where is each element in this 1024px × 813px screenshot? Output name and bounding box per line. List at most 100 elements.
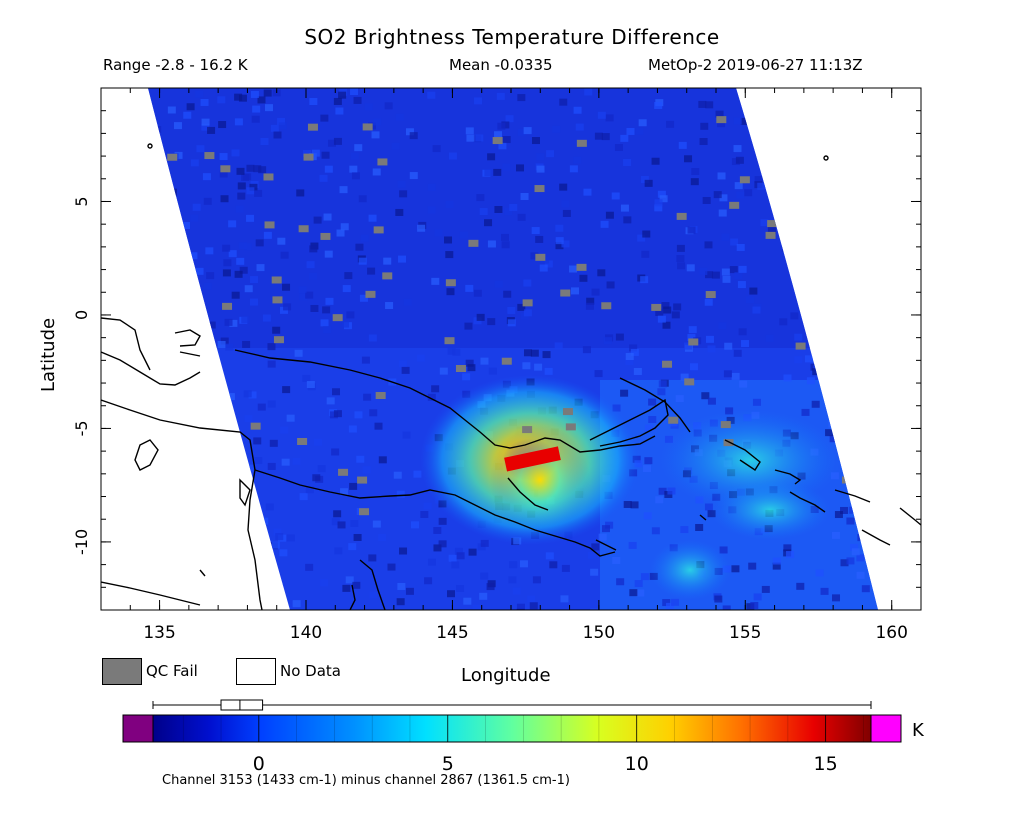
swath-pixel bbox=[644, 457, 653, 465]
swath-pixel bbox=[367, 267, 376, 275]
swath-pixel bbox=[487, 318, 496, 326]
swath-pixel bbox=[676, 244, 685, 252]
swath-pixel bbox=[638, 119, 647, 127]
swath-pixel bbox=[705, 335, 714, 343]
swath-pixel bbox=[405, 587, 414, 595]
qc-fail-pixel bbox=[651, 303, 662, 311]
swath-pixel bbox=[231, 149, 240, 157]
swath-pixel bbox=[255, 239, 264, 247]
swath-pixel bbox=[659, 195, 668, 203]
swath-pixel bbox=[396, 598, 405, 606]
qc-fail-pixel bbox=[522, 426, 533, 434]
swath-pixel bbox=[368, 334, 377, 342]
swath-pixel bbox=[611, 192, 620, 200]
swath-pixel bbox=[735, 156, 744, 164]
swath-pixel bbox=[722, 275, 731, 283]
swath-pixel bbox=[583, 188, 592, 196]
swath-pixel bbox=[594, 370, 603, 378]
swath-pixel bbox=[648, 398, 657, 406]
qc-fail-pixel bbox=[535, 253, 546, 261]
swath-pixel bbox=[698, 100, 707, 108]
range-text: Range -2.8 - 16.2 K bbox=[103, 56, 248, 74]
swath-pixel bbox=[500, 233, 509, 241]
swath-pixel bbox=[444, 236, 453, 244]
swath-pixel bbox=[480, 572, 489, 580]
swath-pixel bbox=[323, 213, 332, 221]
swath-pixel bbox=[569, 165, 578, 173]
so2-plume-tail bbox=[490, 425, 590, 535]
swath-pixel bbox=[416, 354, 425, 362]
swath-pixel bbox=[269, 439, 278, 447]
swath-pixel bbox=[488, 367, 497, 375]
swath-pixel bbox=[502, 163, 511, 171]
qc-fail-pixel bbox=[468, 239, 479, 247]
swath-pixel bbox=[320, 319, 329, 327]
coast-torres bbox=[359, 559, 386, 610]
swath-pixel bbox=[509, 561, 518, 569]
coast-bougainville bbox=[724, 439, 761, 471]
swath-pixel bbox=[620, 204, 629, 212]
coast-cape-york bbox=[349, 584, 356, 610]
swath-pixel bbox=[715, 110, 724, 118]
swath-pixel bbox=[200, 98, 209, 106]
swath-pixel bbox=[260, 138, 269, 146]
swath-pixel bbox=[403, 298, 412, 306]
swath-pixel bbox=[206, 272, 215, 280]
swath-pixel bbox=[637, 234, 646, 242]
swath-pixel bbox=[405, 128, 414, 136]
swath-pixel bbox=[277, 117, 286, 125]
swath-pixel bbox=[707, 397, 716, 405]
swath-pixel bbox=[448, 554, 457, 562]
swath-pixel bbox=[244, 415, 253, 423]
swath-pixel bbox=[736, 191, 745, 199]
swath-pixel bbox=[786, 551, 795, 559]
qc-fail-pixel bbox=[362, 123, 373, 131]
swath-pixel bbox=[586, 297, 595, 305]
no-data-swatch bbox=[236, 658, 276, 685]
swath-pixel bbox=[856, 554, 865, 562]
swath-pixel bbox=[688, 326, 697, 334]
swath-pixel bbox=[447, 590, 456, 598]
swath-pixel bbox=[620, 134, 629, 142]
qc-fail-pixel bbox=[359, 508, 370, 516]
swath-pixel bbox=[508, 576, 517, 584]
swath-pixel bbox=[733, 117, 742, 125]
qc-fail-pixel bbox=[264, 221, 275, 229]
swath-pixel bbox=[744, 189, 753, 197]
qc-fail-pixel bbox=[167, 153, 178, 161]
swath-pixel bbox=[345, 576, 354, 584]
swath-pixel bbox=[465, 127, 474, 135]
qc-fail-pixel bbox=[263, 173, 274, 181]
swath-pixel bbox=[361, 356, 370, 364]
swath-pixel bbox=[358, 195, 367, 203]
swath-pixel bbox=[445, 200, 454, 208]
swath-pixel bbox=[616, 578, 625, 586]
swath-pixel bbox=[222, 244, 231, 252]
swath-pixel bbox=[765, 334, 774, 342]
swath-pixel bbox=[431, 277, 440, 285]
swath-pixel bbox=[629, 589, 638, 597]
qc-fail-pixel bbox=[332, 314, 343, 322]
channel-note: Channel 3153 (1433 cm-1) minus channel 2… bbox=[162, 773, 570, 788]
swath-pixel bbox=[509, 203, 518, 211]
swath-pixel bbox=[729, 266, 738, 274]
swath-pixel bbox=[560, 595, 569, 603]
coast-solomons-1 bbox=[774, 469, 802, 485]
swath-pixel bbox=[272, 326, 281, 334]
swath-pixel bbox=[229, 319, 238, 327]
swath-pixel bbox=[806, 377, 815, 385]
swath-pixel bbox=[331, 448, 340, 456]
qc-fail-pixel bbox=[297, 437, 308, 445]
swath-pixel bbox=[654, 204, 663, 212]
swath-pixel bbox=[387, 563, 396, 571]
qc-fail-swatch bbox=[102, 658, 142, 685]
swath-pixel bbox=[331, 518, 340, 526]
colorbar-tick-label: 10 bbox=[625, 753, 649, 775]
swath-pixel bbox=[463, 597, 472, 605]
swath-pixel bbox=[625, 358, 634, 366]
swath-pixel bbox=[445, 251, 454, 259]
swath-pixel bbox=[202, 173, 211, 181]
qc-fail-pixel bbox=[723, 439, 734, 447]
swath-pixel bbox=[397, 180, 406, 188]
swath-pixel bbox=[228, 220, 237, 228]
